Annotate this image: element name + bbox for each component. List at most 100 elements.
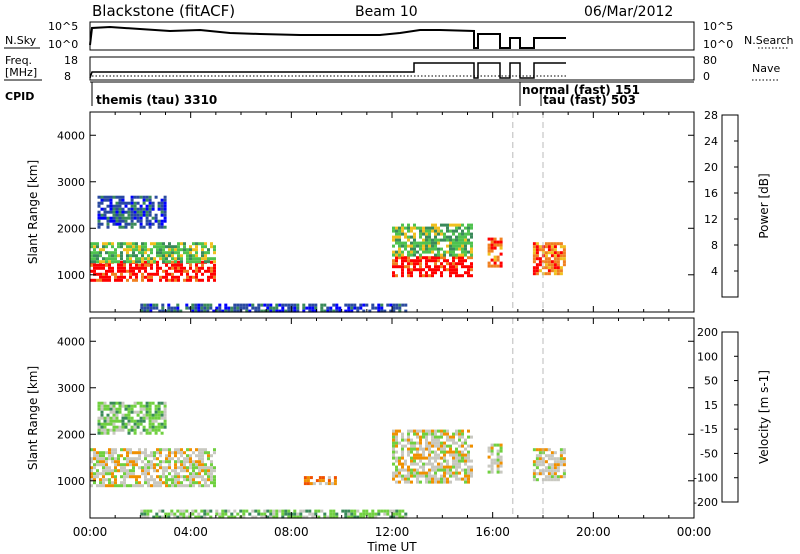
data-cell [154, 425, 158, 429]
data-cell [458, 256, 461, 260]
data-cell [281, 303, 285, 307]
data-cell [180, 257, 183, 261]
data-cell [192, 242, 195, 246]
data-cell [284, 512, 288, 516]
data-cell [419, 441, 422, 445]
data-cell [165, 454, 168, 458]
data-cell [263, 509, 267, 513]
data-cell [272, 306, 276, 310]
data-cell [464, 271, 467, 275]
data-cell [461, 253, 464, 257]
data-cell [126, 245, 129, 249]
data-cell [467, 232, 470, 236]
data-cell [148, 416, 152, 420]
data-cell [201, 278, 204, 282]
data-cell [221, 515, 225, 519]
data-cell [419, 256, 422, 260]
data-cell [177, 260, 180, 264]
data-cell [123, 472, 126, 476]
data-cell [171, 254, 174, 258]
data-cell [464, 259, 467, 263]
data-cell [431, 438, 434, 442]
data-cell [437, 480, 440, 484]
data-cell [159, 484, 162, 488]
data-cell [257, 306, 261, 310]
data-cell [383, 512, 387, 516]
data-cell [149, 309, 153, 313]
data-cell [318, 482, 322, 486]
data-cell [487, 464, 491, 468]
data-cell [392, 259, 395, 263]
data-cell [287, 515, 291, 519]
data-cell [195, 275, 198, 279]
data-cell [197, 303, 201, 307]
data-cell [401, 274, 404, 278]
data-cell [90, 245, 93, 249]
data-cell [144, 266, 147, 270]
data-cell [124, 204, 128, 208]
data-cell [143, 515, 147, 519]
data-cell [126, 254, 129, 258]
data-cell [464, 232, 467, 236]
data-cell [120, 469, 123, 473]
data-cell [467, 229, 470, 233]
data-cell [227, 309, 231, 313]
data-cell [416, 447, 419, 451]
data-cell [419, 456, 422, 460]
data-cell [100, 407, 104, 411]
data-cell [446, 262, 449, 266]
data-cell [167, 309, 171, 313]
data-cell [556, 257, 560, 261]
data-cell [446, 432, 449, 436]
data-cell [452, 223, 455, 227]
data-cell [499, 449, 503, 453]
data-cell [416, 450, 419, 454]
data-cell [133, 401, 137, 405]
data-cell [118, 425, 122, 429]
data-cell [496, 464, 500, 468]
data-cell [404, 459, 407, 463]
data-cell [428, 480, 431, 484]
data-cell [314, 515, 318, 519]
data-cell [118, 207, 122, 211]
data-cell [368, 512, 372, 516]
data-cell [416, 474, 419, 478]
data-cell [428, 265, 431, 269]
data-cell [422, 462, 425, 466]
data-cell [464, 468, 467, 472]
data-cell [306, 479, 310, 483]
data-cell [374, 306, 378, 310]
data-cell [431, 435, 434, 439]
data-cell [177, 278, 180, 282]
data-cell [395, 471, 398, 475]
data-cell [425, 441, 428, 445]
data-cell [186, 478, 189, 482]
data-cell [452, 232, 455, 236]
data-cell [123, 448, 126, 452]
data-cell [144, 263, 147, 267]
data-cell [401, 226, 404, 230]
data-cell [538, 472, 542, 476]
data-cell [201, 254, 204, 258]
data-cell [293, 303, 297, 307]
data-cell [547, 245, 551, 249]
data-cell [239, 509, 243, 513]
data-cell [210, 245, 213, 249]
data-cell [532, 448, 536, 452]
data-cell [425, 462, 428, 466]
data-cell [126, 448, 129, 452]
data-cell [467, 468, 470, 472]
data-cell [437, 456, 440, 460]
data-cell [215, 306, 219, 310]
data-cell [422, 447, 425, 451]
data-cell [419, 268, 422, 272]
data-cell [177, 257, 180, 261]
data-cell [431, 465, 434, 469]
data-cell [562, 475, 566, 479]
data-cell [464, 453, 467, 457]
data-cell [260, 512, 264, 516]
data-cell [186, 275, 189, 279]
data-cell [401, 450, 404, 454]
data-cell [152, 306, 156, 310]
data-cell [133, 404, 137, 408]
